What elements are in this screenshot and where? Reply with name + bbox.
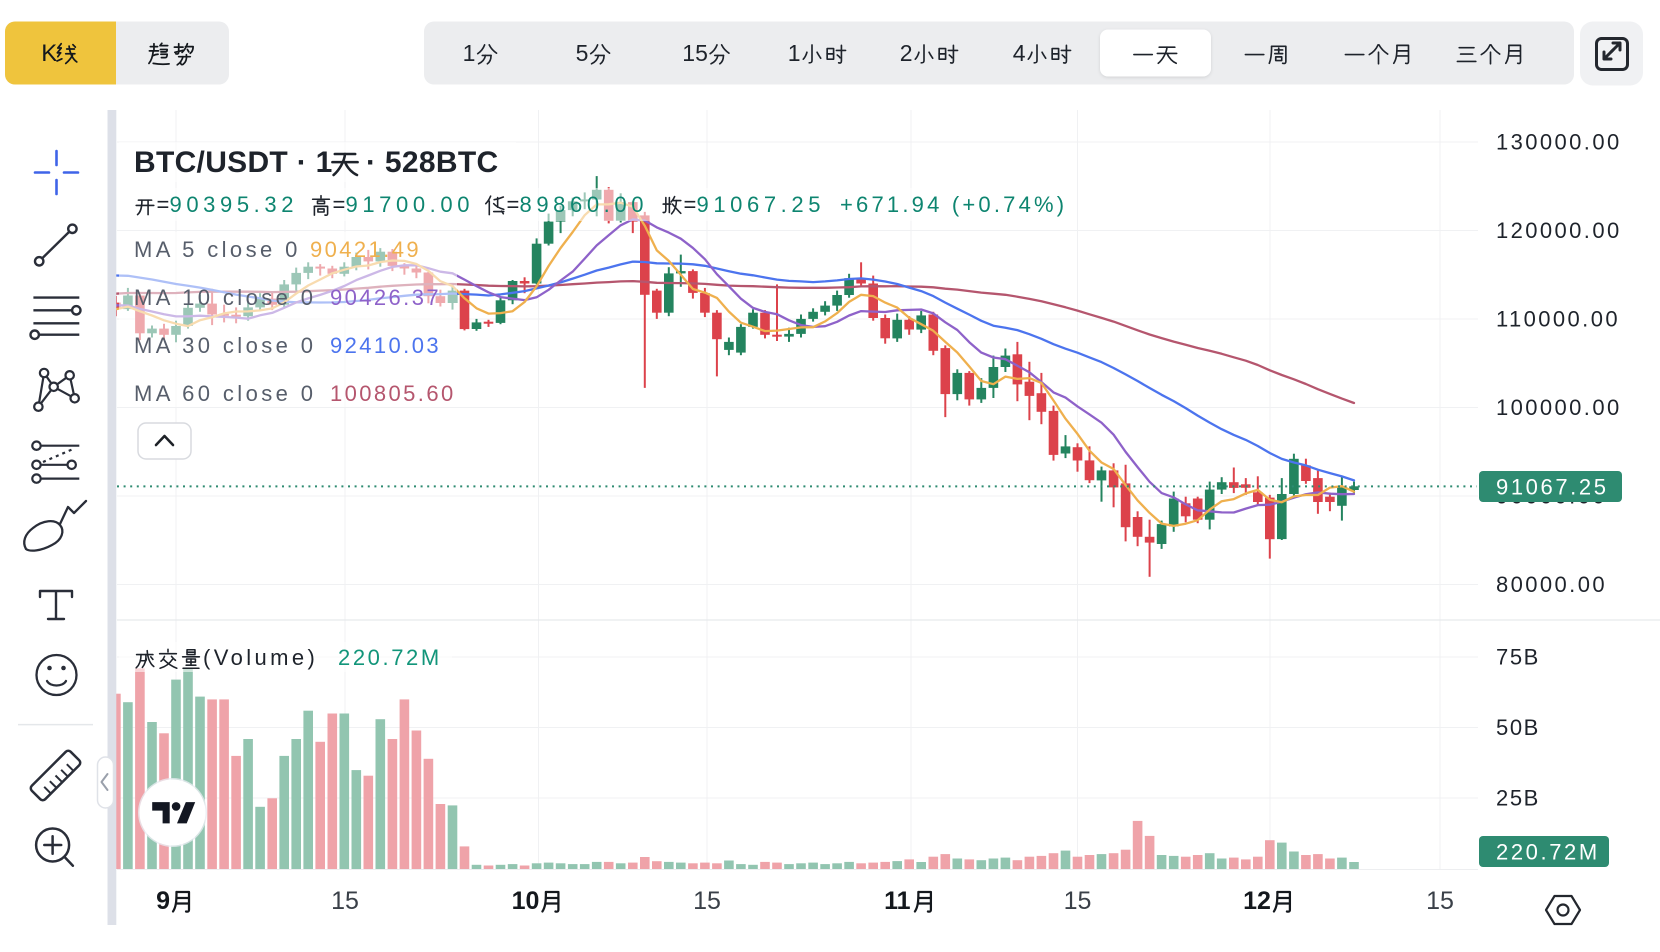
svg-text:15: 15	[682, 40, 708, 66]
svg-text:15: 15	[331, 887, 359, 915]
svg-text:15: 15	[693, 887, 721, 915]
svg-text:K: K	[41, 40, 57, 67]
svg-text:10: 10	[512, 887, 540, 915]
svg-text:(Volume): (Volume)	[203, 645, 318, 670]
svg-text:11: 11	[884, 887, 911, 915]
svg-text:1: 1	[788, 40, 801, 66]
svg-text:=: =	[507, 192, 520, 217]
svg-text:91067.25: 91067.25	[697, 192, 826, 217]
svg-text:1: 1	[463, 40, 476, 66]
svg-text:89860.00: 89860.00	[520, 192, 649, 217]
svg-text:75B: 75B	[1496, 645, 1540, 670]
svg-text:4: 4	[1013, 40, 1026, 66]
svg-text:130000.00: 130000.00	[1496, 130, 1622, 155]
svg-text:90426.37: 90426.37	[330, 285, 441, 310]
svg-text:90421.49: 90421.49	[310, 237, 421, 262]
svg-text:91700.00: 91700.00	[346, 192, 475, 217]
svg-text:2: 2	[900, 40, 913, 66]
svg-text:=: =	[333, 192, 346, 217]
svg-text:110000.00: 110000.00	[1496, 307, 1620, 332]
svg-text:120000.00: 120000.00	[1496, 218, 1622, 243]
svg-text:100000.00: 100000.00	[1496, 395, 1622, 420]
svg-text:MA 60 close 0: MA 60 close 0	[134, 381, 316, 406]
svg-text:220.72M: 220.72M	[338, 645, 442, 670]
svg-text:12: 12	[1243, 887, 1271, 915]
svg-text:220.72M: 220.72M	[1496, 840, 1600, 865]
svg-text:=: =	[684, 192, 697, 217]
svg-text:MA 10 close 0: MA 10 close 0	[134, 285, 316, 310]
svg-text:100805.60: 100805.60	[330, 381, 456, 406]
svg-text:15: 15	[1426, 887, 1454, 915]
svg-text:80000.00: 80000.00	[1496, 572, 1607, 597]
svg-text:91067.25: 91067.25	[1496, 475, 1609, 500]
svg-text:90395.32: 90395.32	[170, 192, 299, 217]
svg-text:+671.94 (+0.74%): +671.94 (+0.74%)	[840, 192, 1067, 217]
svg-text:92410.03: 92410.03	[330, 333, 441, 358]
svg-text:5: 5	[576, 40, 589, 66]
svg-text:· 528BTC: · 528BTC	[366, 146, 498, 179]
svg-text:9: 9	[156, 887, 170, 915]
svg-text:25B: 25B	[1496, 786, 1540, 811]
svg-text:15: 15	[1064, 887, 1092, 915]
svg-text:=: =	[157, 192, 170, 217]
svg-text:MA 30 close 0: MA 30 close 0	[134, 333, 316, 358]
svg-text:BTC/USDT · 1: BTC/USDT · 1	[134, 146, 333, 179]
svg-text:50B: 50B	[1496, 715, 1540, 740]
svg-text:MA 5 close 0: MA 5 close 0	[134, 237, 301, 262]
